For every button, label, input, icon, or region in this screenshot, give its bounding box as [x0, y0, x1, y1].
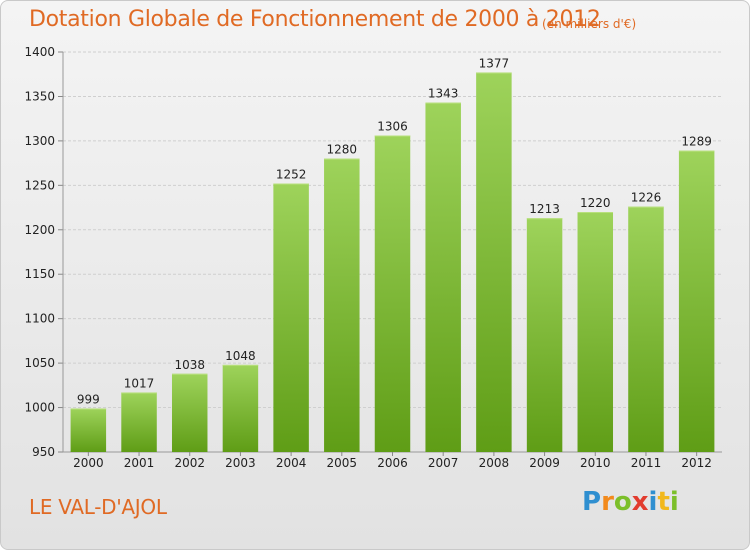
x-tick-label: 2003 [225, 456, 256, 470]
bar [577, 212, 614, 452]
x-tick-label: 2011 [631, 456, 662, 470]
proxiti-logo: Proxiti [582, 487, 679, 517]
y-tick-label: 1000 [24, 401, 55, 415]
x-tick-label: 2005 [327, 456, 358, 470]
x-axis: 2000 2001 2002 2003 2004 2005 2006 2007 2008 2009… [73, 452, 712, 470]
value-label: 1289 [681, 135, 712, 149]
logo-letter: r [601, 487, 614, 517]
value-label: 1280 [327, 143, 358, 157]
y-tick-label: 1050 [24, 356, 55, 370]
y-tick-label: 1200 [24, 223, 55, 237]
bar [70, 408, 107, 452]
value-label: 1220 [580, 196, 611, 210]
value-labels: 999 1017 1038 1048 1252 1280 1306 1343 1377 1213 1… [77, 56, 712, 406]
logo-letter: x [631, 487, 649, 517]
x-tick-label: 2007 [428, 456, 459, 470]
bars [70, 72, 715, 453]
y-tick-label: 1400 [24, 45, 55, 59]
value-label: 1213 [529, 202, 560, 216]
x-tick-label: 2000 [73, 456, 104, 470]
bar [222, 364, 259, 452]
value-label: 1226 [631, 191, 662, 205]
bar [171, 373, 208, 452]
x-tick-label: 2004 [276, 456, 307, 470]
value-label: 999 [77, 392, 100, 406]
x-tick-label: 2009 [529, 456, 560, 470]
bar [121, 392, 157, 452]
value-label: 1343 [428, 87, 459, 101]
value-label: 1048 [225, 349, 256, 363]
y-axis: 950 1000 1050 1100 1150 1200 1250 1300 1350 1400 [24, 45, 722, 459]
logo-letter: i [648, 487, 658, 517]
bar [476, 72, 512, 452]
logo-letter: i [669, 487, 679, 517]
bar [324, 158, 360, 452]
x-tick-label: 2001 [124, 456, 155, 470]
y-tick-label: 1350 [24, 89, 55, 103]
y-tick-label: 1250 [24, 178, 55, 192]
bar [425, 102, 461, 453]
y-tick-label: 950 [32, 445, 55, 459]
logo-letter: o [613, 487, 632, 517]
bar [374, 135, 411, 453]
y-tick-label: 1150 [24, 267, 55, 281]
value-label: 1306 [377, 120, 408, 134]
y-tick-label: 1100 [24, 312, 55, 326]
value-label: 1017 [124, 376, 155, 390]
y-tick-label: 1300 [24, 134, 55, 148]
bar [273, 183, 309, 453]
x-tick-label: 2008 [479, 456, 510, 470]
x-tick-label: 2012 [681, 456, 712, 470]
value-label: 1377 [479, 56, 510, 70]
value-label: 1252 [276, 168, 307, 182]
bar [526, 218, 563, 452]
x-tick-label: 2010 [580, 456, 611, 470]
x-tick-label: 2002 [174, 456, 205, 470]
value-label: 1038 [174, 358, 205, 372]
chart-title: Dotation Globale de Fonctionnement de 20… [29, 7, 601, 32]
logo-letter: P [582, 487, 602, 517]
x-tick-label: 2006 [377, 456, 408, 470]
logo-letter: t [657, 487, 670, 517]
bar [628, 206, 664, 452]
commune-name: LE VAL-D'AJOL [29, 495, 167, 519]
bar [678, 150, 715, 452]
chart-subtitle: (en milliers d'€) [542, 17, 637, 31]
